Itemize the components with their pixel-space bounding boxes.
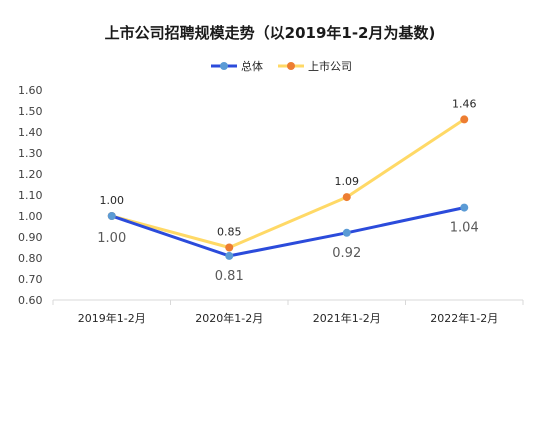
y-tick-label: 1.60 <box>18 84 43 97</box>
legend-item-listed: 上市公司 <box>278 59 352 73</box>
y-tick-label: 0.60 <box>18 294 43 307</box>
data-label-1: 1.00 <box>100 194 125 207</box>
data-label-1: 0.85 <box>217 226 242 239</box>
legend-item-overall: 总体 <box>211 59 263 73</box>
legend-label-overall: 总体 <box>241 59 263 73</box>
data-label-0: 0.81 <box>215 269 244 284</box>
data-point-1 <box>342 193 351 202</box>
data-label-0: 1.04 <box>450 221 479 236</box>
x-axis: 2019年1-2月 2020年1-2月 2021年1-2月 2022年1-2月 <box>52 300 524 325</box>
x-tick-label: 2020年1-2月 <box>195 311 263 325</box>
x-tick-label: 2021年1-2月 <box>313 311 381 325</box>
data-label-1: 1.09 <box>335 175 360 188</box>
chart-title: 上市公司招聘规模走势（以2019年1-2月为基数) <box>105 24 436 42</box>
data-point-0 <box>342 228 351 237</box>
data-point-0 <box>225 251 234 260</box>
legend: 总体 上市公司 <box>211 59 352 73</box>
data-point-0 <box>107 212 116 220</box>
data-label-0: 1.00 <box>97 231 126 246</box>
y-tick-label: 1.40 <box>18 126 43 139</box>
data-point-1 <box>225 243 234 252</box>
x-tick-label: 2022年1-2月 <box>430 311 498 325</box>
y-tick-label: 0.80 <box>18 252 43 265</box>
data-label-0: 0.92 <box>332 246 361 261</box>
y-tick-label: 1.50 <box>18 105 43 118</box>
y-tick-label: 1.10 <box>18 189 43 202</box>
legend-label-listed: 上市公司 <box>308 59 352 73</box>
data-label-1: 1.46 <box>452 97 477 110</box>
series-line-1 <box>110 117 466 249</box>
y-tick-label: 1.00 <box>18 210 43 223</box>
y-tick-label: 1.20 <box>18 168 43 181</box>
y-tick-label: 0.70 <box>18 273 43 286</box>
y-tick-label: 0.90 <box>18 231 43 244</box>
x-tick-label: 2019年1-2月 <box>78 311 146 325</box>
y-tick-label: 1.30 <box>18 147 43 160</box>
plot-area: 1.00 0.81 0.92 1.04 1.00 0.85 1.09 1.46 <box>97 97 479 284</box>
series-line-0 <box>110 206 466 258</box>
data-point-1 <box>460 115 469 124</box>
y-axis: 0.60 0.70 0.80 0.90 1.00 1.10 1.20 1.30 1.40 1.50… <box>18 84 43 307</box>
data-point-0 <box>460 203 469 212</box>
